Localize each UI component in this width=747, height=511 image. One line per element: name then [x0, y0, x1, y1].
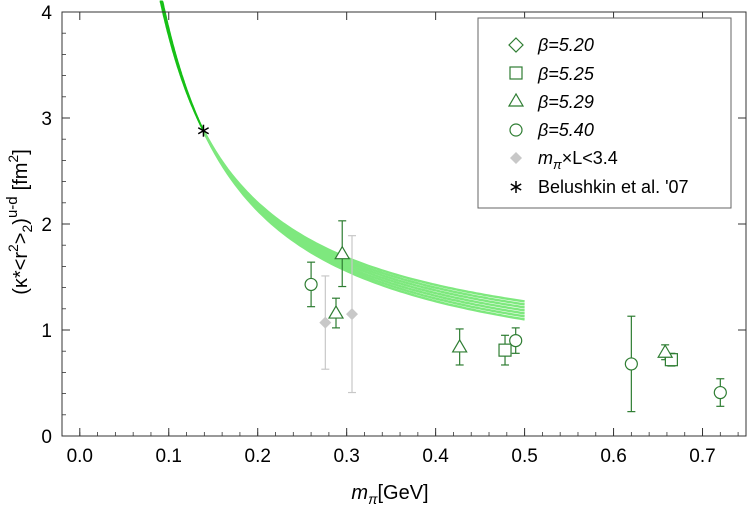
data-markers: [197, 124, 727, 400]
axis-ticks: [62, 11, 746, 437]
x-axis-title: mπ[GeV]: [351, 482, 428, 507]
legend-entry-beta-525: β=5.25: [537, 64, 595, 84]
chiral-fit-curve: [159, 0, 206, 133]
marker-filled-diamond: [510, 152, 522, 164]
legend-entry-belushkin: Belushkin et al. '07: [538, 177, 689, 197]
marker-circle: [624, 357, 638, 371]
x-tick-label: 0.2: [245, 446, 271, 467]
band-line: [202, 130, 525, 303]
y-tick-label: 3: [41, 109, 52, 130]
legend-entry-small-volume: mπ×L<3.4: [538, 148, 618, 172]
x-tick-label: 0.7: [689, 446, 715, 467]
legend-box: [477, 17, 732, 209]
legend-entry-beta-540: β=5.40: [537, 120, 594, 140]
marker-square: [509, 66, 523, 80]
marker-filled-diamond: [319, 316, 332, 329]
marker-circle: [509, 123, 523, 137]
y-axis-title: (κ*<r2>2)u-d[fm2]: [4, 149, 35, 295]
x-tick-label: 0.3: [333, 446, 359, 467]
x-tick-label: 0.0: [67, 446, 93, 467]
y-tick-label: 4: [41, 3, 52, 24]
marker-triangle: [334, 245, 351, 260]
marker-circle: [713, 385, 727, 400]
x-tick-label: 0.5: [511, 446, 537, 467]
x-tick-label: 0.4: [422, 446, 449, 467]
x-tick-label: 0.6: [600, 446, 626, 467]
marker-asterisk-stroke: [510, 183, 522, 191]
y-tick-label: 1: [41, 321, 52, 342]
curve-line: [159, 0, 206, 133]
marker-square: [498, 343, 512, 357]
marker-filled-diamond: [346, 308, 359, 321]
marker-circle: [509, 334, 523, 348]
legend-markers: [507, 37, 525, 193]
y-tick-label: 2: [41, 215, 52, 236]
marker-triangle: [507, 92, 525, 107]
x-tick-label: 0.1: [156, 446, 182, 467]
y-tick-label: 0: [41, 427, 52, 448]
marker-diamond: [508, 37, 524, 53]
marker-circle: [304, 277, 318, 292]
marker-triangle: [657, 344, 674, 358]
marker-triangle: [451, 338, 468, 353]
marker-triangle: [327, 304, 345, 319]
chiral-fit-band: [202, 130, 525, 321]
legend-entry-beta-529: β=5.29: [537, 92, 594, 112]
axis-tick-labels: 0.0 0.1 0.2 0.3 0.4 0.5 0.6 0.7 0 1 2 3 4: [41, 3, 715, 467]
legend: β=5.20 β=5.25 β=5.29 β=5.40 mπ×L<3.4 Bel…: [477, 17, 732, 209]
legend-entry-beta-520: β=5.20: [537, 35, 594, 55]
marker-asterisk-stroke: [197, 127, 210, 135]
